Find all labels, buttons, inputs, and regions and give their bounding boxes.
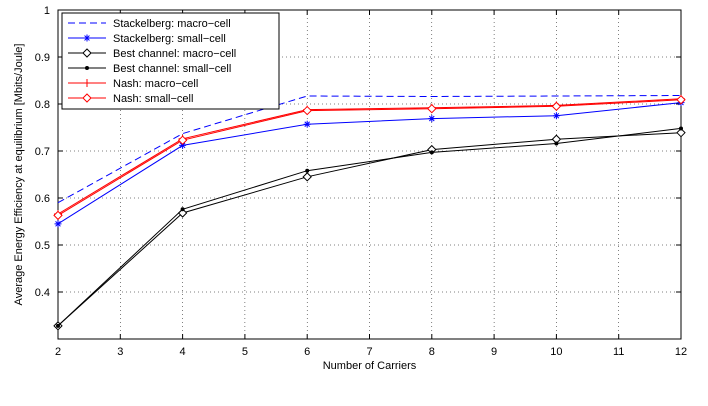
- series-line: [57, 95, 682, 204]
- y-tick-label: 0.5: [35, 240, 50, 252]
- legend-label: Best channel: macro−cell: [113, 48, 236, 60]
- asterisk-marker: [303, 120, 311, 128]
- legend-item-6: Nash: small−cell: [68, 93, 193, 105]
- x-tick-label: 7: [366, 346, 372, 358]
- dot-marker: [305, 168, 310, 173]
- axis-ticks: 2 3 4 5 6 7 8 9 10 11 12 0.4 0.5 0.6 0.7 0.8 0.9 1: [35, 5, 687, 358]
- diamond-marker: [676, 127, 686, 138]
- x-tick-label: 5: [242, 346, 248, 358]
- diamond-marker: [676, 95, 686, 105]
- dot-marker: [56, 323, 60, 328]
- x-tick-label: 10: [550, 346, 562, 358]
- dot-marker: [85, 66, 89, 70]
- asterisk-marker: [428, 115, 436, 123]
- legend-item-1: Stackelberg: macro−cell: [68, 18, 231, 30]
- series-4: [56, 126, 683, 328]
- series-line: [57, 102, 682, 225]
- legend: Stackelberg: macro−cell Stackelberg: smal…: [61, 12, 280, 110]
- legend-label: Stackelberg: small−cell: [113, 33, 226, 45]
- legend-item-3: Best channel: macro−cell: [68, 48, 236, 60]
- asterisk-marker: [552, 112, 560, 120]
- legend-item-2: Stackelberg: small−cell: [68, 33, 226, 45]
- y-tick-label: 0.8: [35, 99, 50, 111]
- series-lines: [53, 94, 686, 331]
- y-tick-label: 0.9: [35, 52, 50, 64]
- dot-marker: [429, 150, 434, 155]
- legend-label: Nash: macro−cell: [113, 78, 198, 90]
- series-2: [54, 99, 685, 228]
- diamond-marker: [82, 93, 92, 103]
- legend-label: Stackelberg: macro−cell: [113, 18, 231, 30]
- legend-box: [61, 12, 280, 110]
- diamond-marker: [177, 135, 188, 145]
- legend-label: Best channel: small−cell: [113, 63, 231, 75]
- legend-label: Nash: small−cell: [113, 93, 193, 105]
- dot-marker: [180, 207, 185, 212]
- x-tick-label: 9: [491, 346, 497, 358]
- x-axis-label: Number of Carriers: [323, 360, 417, 372]
- x-tick-label: 11: [613, 346, 624, 358]
- series-line: [57, 98, 682, 215]
- diamond-marker: [427, 103, 437, 114]
- diamond-marker: [551, 101, 562, 112]
- diamond-marker: [302, 105, 312, 116]
- y-tick-label: 1: [44, 5, 50, 17]
- x-tick-label: 6: [304, 346, 310, 358]
- dot-marker: [679, 126, 683, 131]
- x-tick-label: 2: [55, 346, 61, 358]
- plus-marker: [83, 79, 91, 87]
- dot-marker: [554, 141, 559, 146]
- series-line: [57, 127, 682, 327]
- series-line: [57, 99, 682, 216]
- asterisk-marker: [54, 220, 62, 228]
- diamond-marker: [82, 48, 92, 58]
- series-1: [57, 95, 682, 204]
- legend-item-4: Best channel: small−cell: [68, 63, 231, 75]
- asterisk-marker: [179, 141, 187, 149]
- asterisk-marker: [83, 34, 91, 42]
- y-axis-label: Average Energy Efficiency at equilibrium…: [13, 44, 25, 306]
- y-tick-label: 0.7: [35, 146, 50, 158]
- legend-item-5: Nash: macro−cell: [68, 78, 198, 90]
- series-6: [53, 95, 686, 221]
- x-tick-label: 3: [117, 346, 123, 358]
- diamond-marker: [53, 210, 63, 221]
- x-tick-label: 4: [180, 346, 186, 358]
- diamond-marker: [302, 172, 312, 182]
- series-line: [57, 132, 682, 327]
- x-tick-label: 8: [429, 346, 435, 358]
- y-tick-label: 0.4: [35, 287, 50, 299]
- y-tick-label: 0.6: [35, 193, 50, 205]
- x-tick-label: 12: [675, 346, 687, 358]
